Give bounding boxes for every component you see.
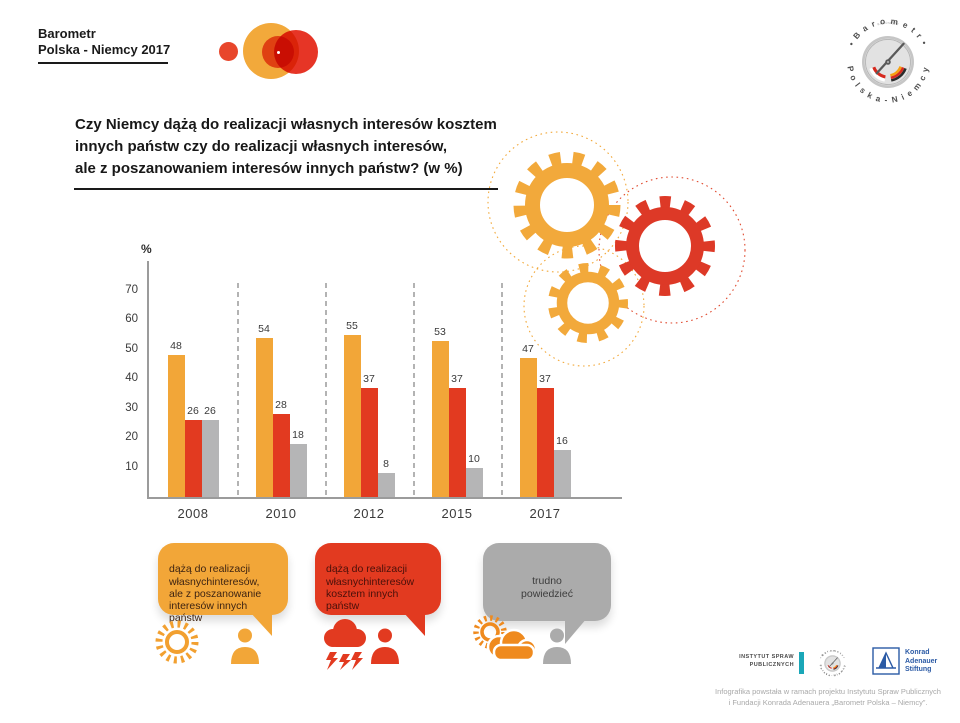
logo-dot-red: [219, 42, 238, 61]
bar: [360, 387, 378, 497]
x-axis-year-label: 2015: [441, 506, 473, 521]
isp-logo-bar: [799, 652, 804, 674]
y-axis-unit-label: %: [141, 242, 152, 256]
bar-value-label: 37: [451, 372, 463, 385]
person-icon-gray: [543, 628, 571, 664]
person-icon-red: [371, 628, 399, 664]
kas-logo-icon: [872, 647, 900, 675]
bar: [289, 443, 307, 497]
bar: [448, 387, 466, 497]
bar-value-label: 55: [346, 319, 358, 332]
y-tick-label: 10: [125, 460, 138, 473]
bar-value-label: 48: [170, 340, 182, 353]
bubble-tail: [565, 618, 587, 644]
legend-label-red: dążą do realizacji własnychinteresów kos…: [326, 563, 415, 613]
question-line1: Czy Niemcy dążą do realizacji własnych i…: [75, 116, 497, 133]
y-tick-label: 50: [125, 342, 138, 355]
bar-value-label: 26: [187, 405, 199, 418]
bar: [184, 420, 202, 497]
y-axis-line: [147, 261, 149, 498]
bar: [255, 337, 273, 497]
y-tick-label: 20: [125, 431, 138, 443]
isp-logo: INSTYTUT SPRAW PUBLICZNYCH: [700, 654, 794, 669]
logo-center-dot: [277, 51, 280, 54]
credit-text: Infografika powstała w ramach projektu I…: [700, 687, 956, 708]
x-axis-year-label: 2012: [353, 506, 385, 521]
bar: [377, 473, 395, 497]
bar-value-label: 8: [383, 458, 389, 471]
kas-line1: Konrad: [905, 649, 930, 656]
x-axis-year-label: 2010: [265, 506, 297, 521]
isp-logo-line2: PUBLICZNYCH: [749, 661, 794, 668]
chart-question-title: Czy Niemcy dążą do realizacji własnych i…: [75, 114, 497, 180]
bar: [167, 355, 185, 497]
y-tick-label: 30: [125, 401, 138, 414]
sun-behind-cloud-icon: [473, 615, 538, 662]
bubble-tail: [403, 612, 425, 636]
brand-underline: [38, 62, 168, 64]
bar-value-label: 54: [258, 322, 270, 335]
x-axis-year-label: 2008: [177, 506, 209, 521]
bar: [343, 334, 361, 497]
bar: [553, 449, 571, 497]
bubble-tail: [250, 612, 272, 636]
gear-orange-large: [513, 151, 621, 259]
question-underline: [74, 188, 498, 190]
bar-value-label: 53: [434, 325, 446, 338]
gears-decoration-icon: [487, 131, 746, 367]
credit-line2: i Fundacji Konrada Adenauera „Barometr P…: [728, 697, 928, 707]
brand-line2: Polska - Niemcy 2017: [38, 42, 171, 57]
group-separator-line: [237, 283, 239, 497]
barometer-badge-icon: [843, 15, 933, 107]
bar: [431, 340, 449, 497]
legend-bubble-orange: dążą do realizacji własnychinteresów, al…: [158, 543, 288, 636]
group-separator-line: [325, 283, 327, 497]
gear-orange-small: [548, 263, 628, 343]
y-tick-label: 40: [125, 372, 138, 384]
bar: [272, 414, 290, 497]
bar-value-label: 28: [275, 399, 287, 412]
question-line2: innych państw czy do realizacji własnych…: [75, 138, 448, 155]
legend-bubble-red: dążą do realizacji własnychinteresów kos…: [315, 543, 441, 636]
bar-value-label: 10: [468, 452, 480, 465]
kas-logo-text: Konrad Adenauer Stiftung: [905, 649, 937, 675]
person-icon-orange: [231, 628, 259, 664]
bar: [536, 387, 554, 497]
bar: [201, 420, 219, 497]
barometer-badge-small-icon: [818, 648, 847, 678]
bar-value-label: 16: [556, 434, 568, 447]
credit-line1: Infografika powstała w ramach projektu I…: [715, 687, 941, 696]
bar-value-label: 26: [204, 405, 216, 418]
legend-label-gray: trudno powiedzieć: [521, 575, 573, 600]
bar: [465, 467, 483, 497]
legend-bubble-gray: trudno powiedzieć: [483, 543, 611, 644]
kas-line3: Stiftung: [905, 666, 932, 674]
group-separator-line: [413, 283, 415, 497]
bar: [519, 358, 537, 497]
sun-icon: [155, 620, 199, 664]
question-line3: ale z poszanowaniem interesów innych pań…: [75, 160, 463, 177]
storm-cloud-icon: [324, 619, 366, 670]
gear-red: [615, 196, 715, 296]
x-axis-line: [147, 497, 622, 499]
brand-line1: Barometr: [38, 26, 96, 41]
legend-label-orange: dążą do realizacji własnychinteresów, al…: [169, 563, 262, 625]
brand-title: Barometr Polska - Niemcy 2017: [38, 26, 170, 58]
kas-line2: Adenauer: [905, 657, 938, 665]
bar-value-label: 37: [539, 372, 551, 385]
y-tick-label: 70: [125, 283, 138, 296]
bar-value-label: 37: [363, 372, 375, 385]
isp-logo-line1: INSTYTUT SPRAW: [739, 654, 794, 660]
x-axis-year-label: 2017: [529, 506, 561, 521]
bar-value-label: 18: [292, 428, 304, 441]
y-tick-label: 60: [125, 313, 138, 325]
